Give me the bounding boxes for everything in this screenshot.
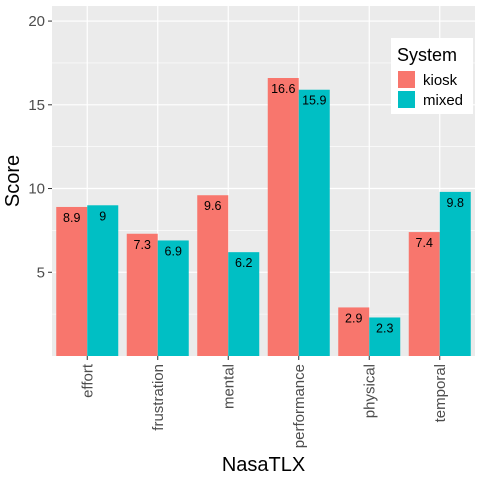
- legend-label-kiosk: kiosk: [423, 72, 458, 89]
- y-tick-label: 20: [28, 13, 45, 30]
- data-label-kiosk-mental: 9.6: [204, 199, 221, 213]
- legend-title: System: [397, 45, 457, 65]
- data-label-mixed-temporal: 9.8: [447, 196, 464, 210]
- legend: System kiosk mixed: [391, 38, 473, 114]
- x-tick-label: performance: [291, 364, 308, 448]
- data-label-mixed-mental: 6.2: [235, 256, 252, 270]
- legend-label-mixed: mixed: [423, 92, 463, 109]
- data-label-mixed-physical: 2.3: [376, 321, 393, 335]
- bar-mixed-mental: [228, 252, 260, 356]
- data-label-mixed-frustration: 6.9: [165, 244, 182, 258]
- x-tick-label: physical: [361, 364, 378, 418]
- x-tick-label: frustration: [150, 364, 167, 431]
- legend-key-mixed: [398, 91, 415, 108]
- data-label-mixed-performance: 15.9: [302, 94, 326, 108]
- bar-mixed-effort: [87, 205, 119, 356]
- y-tick-label: 5: [37, 264, 45, 281]
- legend-key-kiosk: [398, 71, 415, 88]
- bar-kiosk-performance: [267, 78, 299, 356]
- y-axis-title: Score: [2, 155, 24, 207]
- bar-kiosk-frustration: [126, 233, 158, 356]
- y-tick-label: 15: [28, 97, 45, 114]
- y-axis: 5 10 15 20: [28, 13, 52, 281]
- bar-kiosk-temporal: [408, 232, 440, 356]
- data-label-kiosk-temporal: 7.4: [416, 236, 433, 250]
- data-label-kiosk-performance: 16.6: [271, 82, 295, 96]
- x-axis: effort frustration mental performance physic…: [79, 356, 449, 448]
- bar-kiosk-physical: [338, 307, 370, 356]
- bar-mixed-performance: [298, 89, 330, 356]
- x-axis-title: NasaTLX: [222, 454, 305, 476]
- data-label-kiosk-effort: 8.9: [63, 211, 80, 225]
- bar-kiosk-mental: [197, 195, 229, 356]
- x-tick-label: mental: [220, 364, 237, 409]
- bar-mixed-frustration: [157, 240, 189, 356]
- bars: [56, 78, 471, 356]
- bar-mixed-temporal: [439, 191, 471, 356]
- bar-mixed-physical: [369, 317, 401, 356]
- bar-kiosk-effort: [56, 206, 88, 356]
- x-tick-label: effort: [79, 363, 96, 398]
- data-labels: 8.9 7.3 9.6 16.6 2.9 7.4 9 6.9 6.2 15.9 2.3 9.8: [63, 82, 464, 335]
- x-tick-label: temporal: [432, 364, 449, 422]
- data-label-kiosk-physical: 2.9: [345, 311, 362, 325]
- data-label-kiosk-frustration: 7.3: [134, 238, 151, 252]
- y-tick-label: 10: [28, 181, 45, 198]
- data-label-mixed-effort: 9: [99, 209, 106, 223]
